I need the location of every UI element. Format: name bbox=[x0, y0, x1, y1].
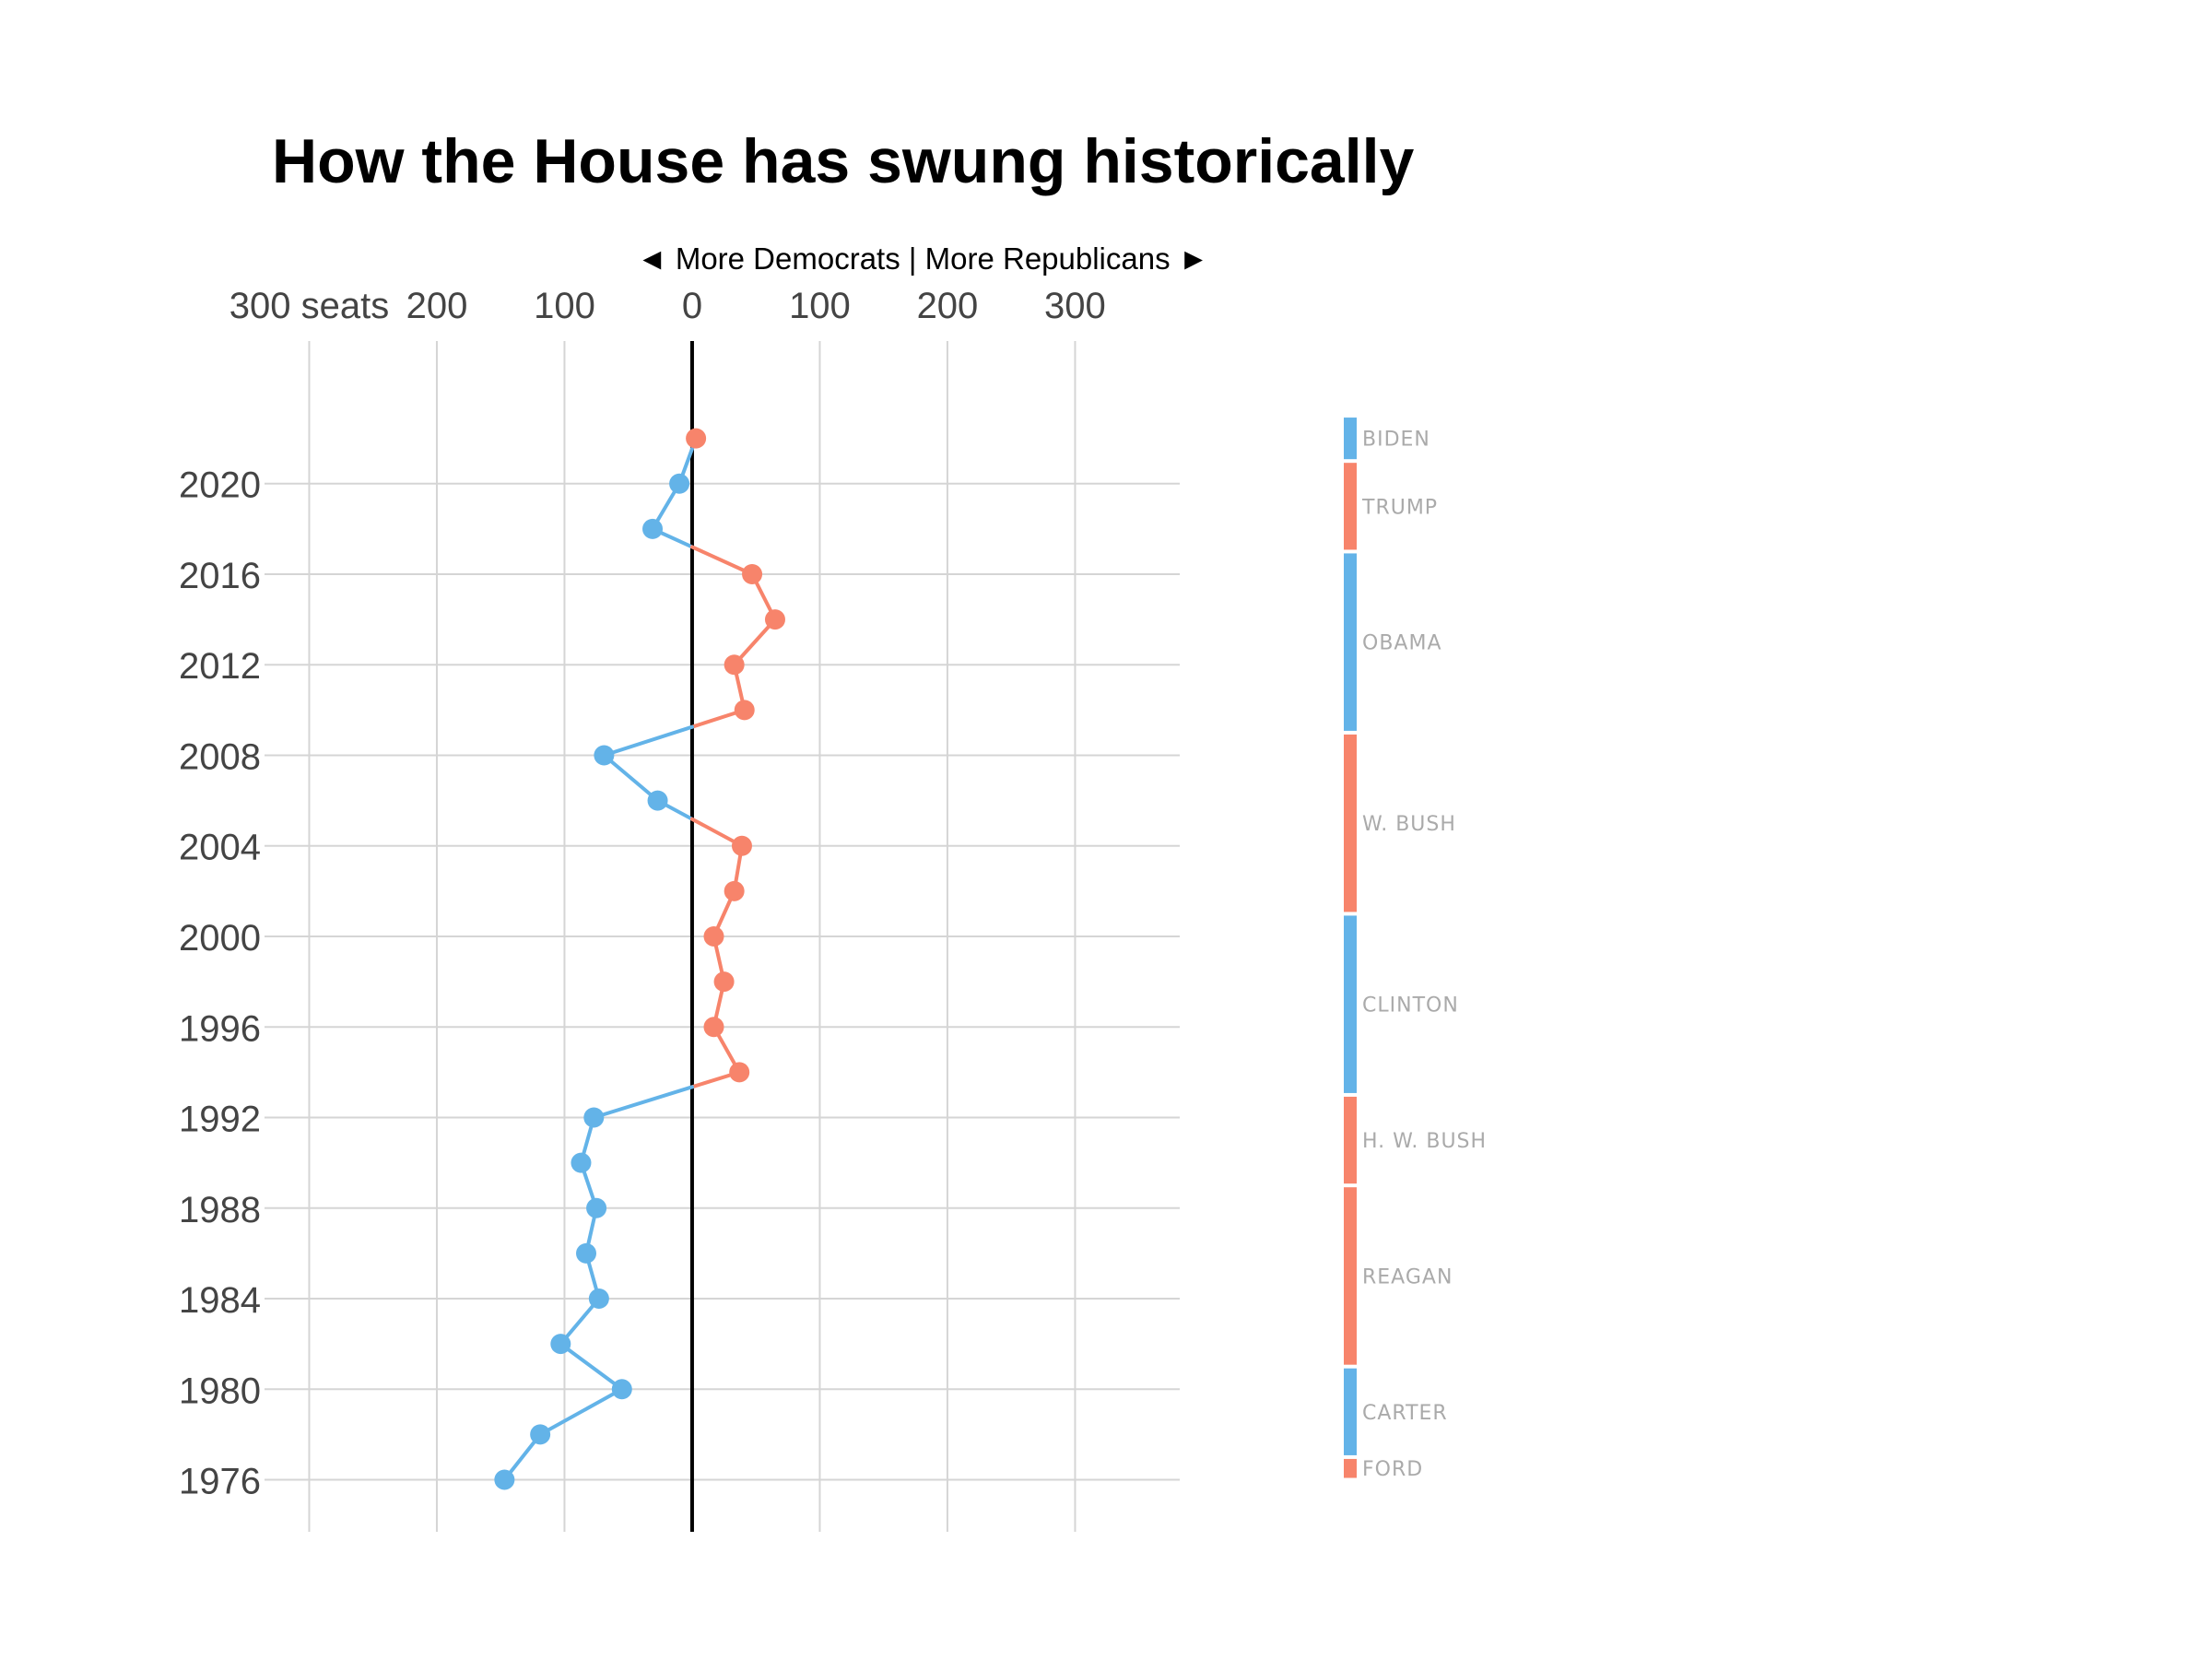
swing-point bbox=[734, 700, 755, 721]
y-tick-label: 1976 bbox=[179, 1462, 261, 1502]
president-bars: BIDEN TRUMP OBAMA W. BUSH CLINTON H. W. BUSH R… bbox=[1344, 418, 1487, 1481]
president-bar bbox=[1344, 734, 1357, 912]
swing-point bbox=[724, 654, 745, 676]
y-tick-label: 2020 bbox=[179, 465, 261, 506]
y-tick-label: 1988 bbox=[179, 1190, 261, 1230]
x-tick-label: 0 bbox=[682, 286, 702, 326]
x-tick-label: 100 bbox=[534, 286, 595, 326]
president-bar bbox=[1344, 1096, 1357, 1184]
y-tick-label: 2016 bbox=[179, 556, 261, 596]
swing-point bbox=[729, 1062, 750, 1083]
y-tick-label: 1984 bbox=[179, 1280, 261, 1321]
swing-point bbox=[647, 790, 668, 811]
president-label: BIDEN bbox=[1362, 429, 1430, 452]
swing-point bbox=[611, 1379, 632, 1400]
president-bar bbox=[1344, 1187, 1357, 1365]
swing-lines bbox=[502, 436, 777, 1482]
x-tick-label: 200 bbox=[406, 286, 468, 326]
swing-point bbox=[686, 428, 707, 449]
y-tick-label: 2000 bbox=[179, 918, 261, 959]
swing-point bbox=[731, 835, 752, 856]
president-label: REAGAN bbox=[1362, 1265, 1453, 1288]
president-label: TRUMP bbox=[1361, 496, 1438, 519]
swing-point bbox=[576, 1242, 597, 1264]
president-label: OBAMA bbox=[1362, 632, 1442, 655]
swing-line-segment bbox=[559, 1342, 624, 1392]
x-tick-label: 300 seats bbox=[229, 286, 389, 326]
swing-line-segment bbox=[602, 724, 694, 758]
swing-line-segment bbox=[538, 1387, 624, 1437]
president-bar bbox=[1344, 1458, 1357, 1478]
swing-point bbox=[713, 971, 735, 993]
swing-point bbox=[669, 473, 690, 494]
swing-line-segment bbox=[602, 753, 660, 803]
swing-point bbox=[724, 880, 745, 901]
swing-point bbox=[583, 1107, 605, 1128]
swing-line-segment bbox=[732, 618, 777, 667]
swing-point bbox=[588, 1288, 609, 1310]
y-tick-label: 2012 bbox=[179, 646, 261, 687]
swing-point bbox=[703, 926, 724, 947]
swing-point bbox=[571, 1152, 592, 1173]
swing-point bbox=[586, 1197, 607, 1218]
president-label: CLINTON bbox=[1362, 994, 1459, 1018]
swing-point bbox=[703, 1017, 724, 1038]
swing-point bbox=[742, 563, 763, 584]
y-tick-label: 1980 bbox=[179, 1371, 261, 1411]
president-label: H. W. BUSH bbox=[1362, 1130, 1487, 1153]
president-bar bbox=[1344, 463, 1357, 550]
y-tick-label: 2008 bbox=[179, 736, 261, 777]
y-tick-label: 1992 bbox=[179, 1100, 261, 1140]
x-tick-label: 200 bbox=[917, 286, 979, 326]
axis-labels: 300 seats 200 100 0 100 200 300 1976 1980 1984 198… bbox=[179, 286, 1106, 1502]
swing-line-segment bbox=[689, 545, 755, 576]
president-bar bbox=[1344, 915, 1357, 1093]
y-tick-label: 1996 bbox=[179, 1008, 261, 1049]
x-tick-label: 100 bbox=[789, 286, 851, 326]
chart-title: How the House has swung historically bbox=[272, 126, 1415, 196]
x-tick-label: 300 bbox=[1044, 286, 1106, 326]
president-label: CARTER bbox=[1362, 1402, 1448, 1425]
president-bar bbox=[1344, 553, 1357, 731]
president-bar bbox=[1344, 418, 1357, 460]
president-bar bbox=[1344, 1368, 1357, 1455]
swing-point bbox=[530, 1424, 551, 1445]
swing-points bbox=[494, 428, 785, 1490]
swing-point bbox=[550, 1334, 571, 1355]
president-label: FORD bbox=[1362, 1458, 1423, 1481]
swing-point bbox=[764, 609, 785, 630]
swing-point bbox=[642, 518, 664, 539]
president-label: W. BUSH bbox=[1362, 813, 1456, 836]
swing-line-segment bbox=[592, 1085, 694, 1120]
chart-subtitle: ◄ More Democrats | More Republicans ► bbox=[637, 241, 1208, 276]
swing-point bbox=[594, 745, 615, 766]
y-tick-label: 2004 bbox=[179, 828, 261, 868]
swing-point bbox=[494, 1469, 515, 1490]
